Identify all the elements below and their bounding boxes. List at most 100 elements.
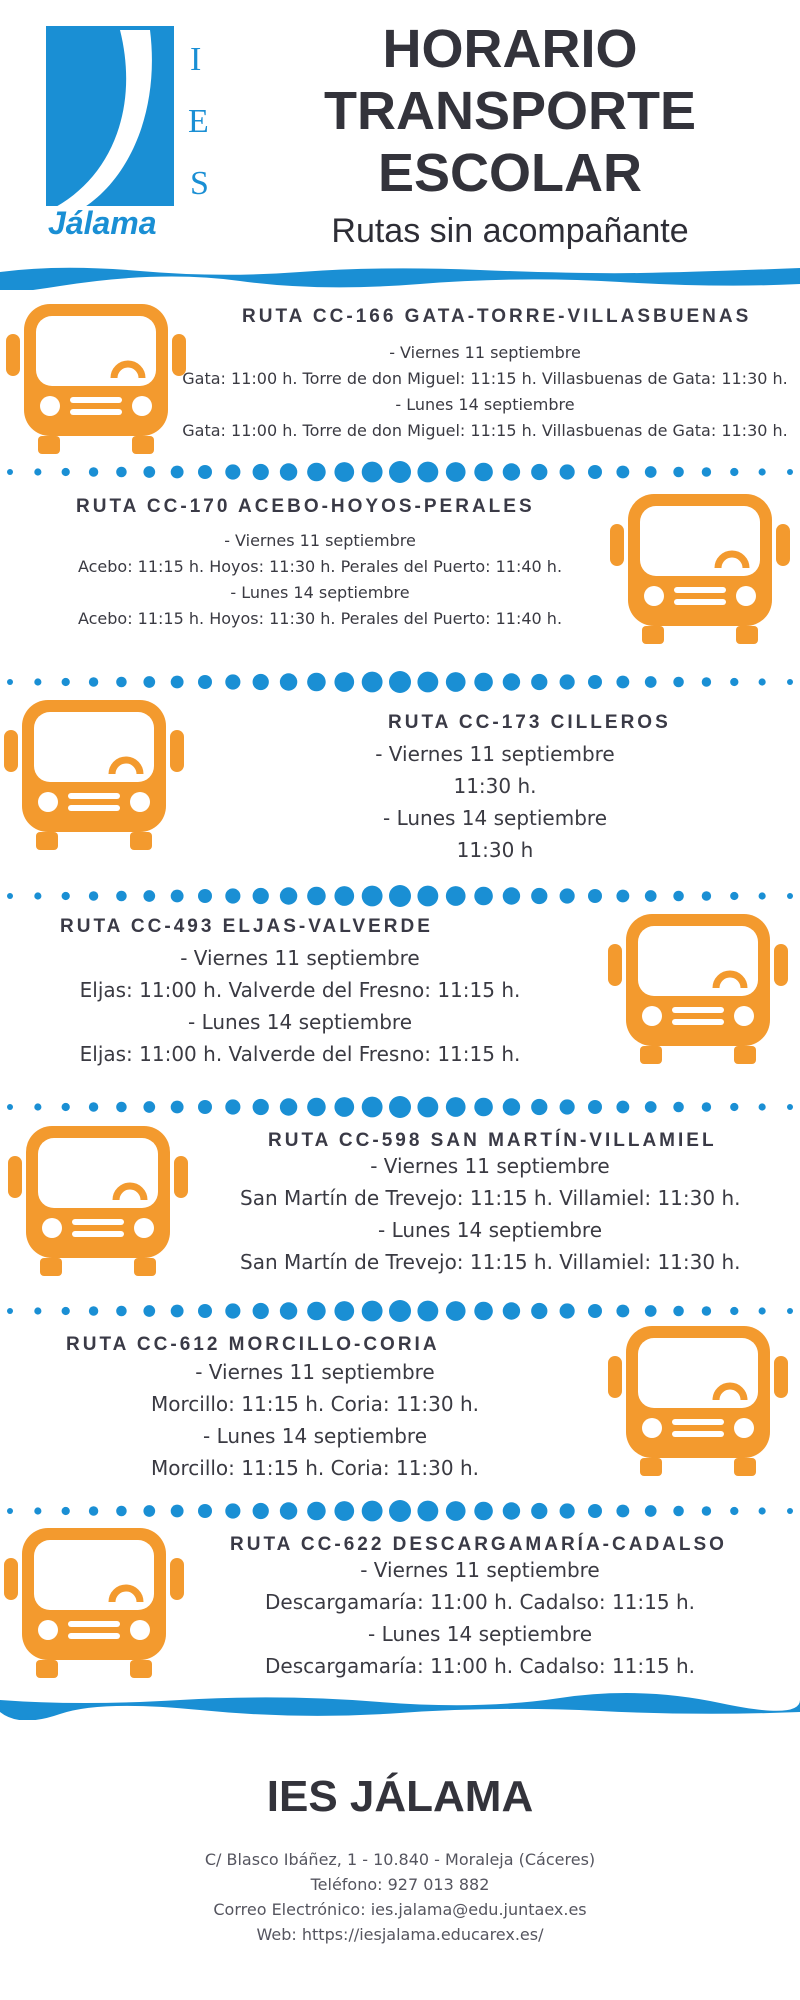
bus-icon [608,1318,788,1488]
route-schedule: - Viernes 11 septiembre Acebo: 11:15 h. … [40,528,600,632]
bus-icon [610,486,790,656]
divider-dot [61,1102,70,1112]
divider-dot [502,1302,521,1320]
divider-dot [417,1300,439,1322]
divider-dot [225,888,241,904]
logo-name: Jálama [48,205,157,240]
route-schedule: - Viernes 11 septiembre Gata: 11:00 h. T… [170,340,800,444]
divider-dot [334,886,355,906]
divider-dot [252,887,269,905]
divider-dot [279,1502,298,1520]
divider-dot [588,889,602,903]
divider-dot [198,1100,212,1114]
dotted-divider [7,1300,793,1322]
divider-dot [88,467,99,477]
route-title: RUTA CC-612 MORCILLO-CORIA [66,1334,440,1355]
divider-dot [116,676,127,688]
schedule-day: - Lunes 14 septiembre [188,1010,412,1034]
divider-dot [34,1307,42,1315]
divider-dot [701,1506,712,1516]
schedule-times: 11:30 h [456,838,534,862]
divider-dot [644,1305,657,1317]
divider-dot [34,892,42,900]
divider-dot [307,1097,326,1117]
divider-dot [225,674,241,690]
divider-dot [701,1102,712,1112]
schedule-times: Eljas: 11:00 h. Valverde del Fresno: 11:… [79,1042,521,1066]
divider-dot [34,468,42,476]
divider-dot [644,1101,657,1113]
divider-dot [34,1507,42,1515]
divider-dot [61,467,70,477]
divider-dot [61,1506,70,1516]
divider-dot [445,1301,466,1321]
footer-email[interactable]: Correo Electrónico: ies.jalama@edu.junta… [213,1900,587,1919]
divider-dot [616,1504,630,1518]
schedule-day: - Lunes 14 septiembre [203,1424,427,1448]
divider-dot [307,1501,326,1521]
divider-dot [616,1100,630,1114]
divider-dot [143,1305,156,1317]
divider-dot [252,1098,269,1116]
divider-dot [474,886,493,906]
divider-dot [474,462,493,482]
dotted-divider [7,1500,793,1522]
schedule-times: Acebo: 11:15 h. Hoyos: 11:30 h. Perales … [77,609,563,628]
schedule-times: Descargamaría: 11:00 h. Cadalso: 11:15 h… [265,1590,695,1614]
divider-dot [616,889,630,903]
divider-dot [644,466,657,478]
logo-letter-s: S [190,165,209,202]
divider-dot [143,466,156,478]
divider-dot [787,679,793,685]
dotted-divider [7,885,793,907]
divider-dot [279,887,298,905]
schedule-times: Morcillo: 11:15 h. Coria: 11:30 h. [150,1456,480,1480]
route-schedule: - Viernes 11 septiembre Eljas: 11:00 h. … [40,942,560,1070]
divider-dot [559,464,575,480]
divider-dot [502,887,521,905]
divider-dot [502,1502,521,1520]
divider-dot [758,1507,766,1515]
divider-dot [198,675,212,689]
divider-dot [758,468,766,476]
divider-dot [730,677,739,687]
route-title: RUTA CC-170 ACEBO-HOYOS-PERALES [76,496,535,517]
divider-dot [389,885,411,907]
footer-web[interactable]: Web: https://iesjalama.educarex.es/ [256,1925,544,1944]
divider-dot [673,890,684,902]
divider-dot [730,1306,739,1316]
divider-dot [225,1503,241,1519]
divider-dot [531,1098,548,1116]
schedule-day: - Lunes 14 septiembre [378,1218,602,1242]
route-title: RUTA CC-173 CILLEROS [388,712,671,733]
footer-address: C/ Blasco Ibáñez, 1 - 10.840 - Moraleja … [204,1850,596,1869]
divider-dot [143,1101,156,1113]
divider-dot [559,1303,575,1319]
divider-dot [389,671,411,693]
title-line: ESCOLAR [377,143,642,203]
divider-dot [170,465,184,479]
page-title: HORARIO TRANSPORTE ESCOLAR [270,18,750,204]
divider-dot [170,1504,184,1518]
divider-dot [474,1501,493,1521]
divider-dot [279,673,298,691]
schedule-times: San Martín de Trevejo: 11:15 h. Villamie… [240,1250,741,1274]
divider-dot [588,675,602,689]
divider-dot [787,469,793,475]
divider-dot [730,1506,739,1516]
divider-dot [116,1305,127,1317]
route-title: RUTA CC-598 SAN MARTÍN-VILLAMIEL [268,1130,717,1151]
divider-dot [673,1505,684,1517]
schedule-day: - Viernes 11 septiembre [389,343,581,362]
divider-dot [7,469,13,475]
bus-icon [8,1118,188,1288]
divider-dot [588,1304,602,1318]
divider-dot [701,677,712,687]
divider-dot [252,463,269,481]
divider-dot [34,678,42,686]
dotted-divider [7,461,793,483]
route-schedule: - Viernes 11 septiembre Morcillo: 11:15 … [110,1356,520,1484]
divider-dot [361,885,383,907]
divider-dot [531,887,548,905]
footer-school-name: IES JÁLAMA [266,1772,534,1821]
